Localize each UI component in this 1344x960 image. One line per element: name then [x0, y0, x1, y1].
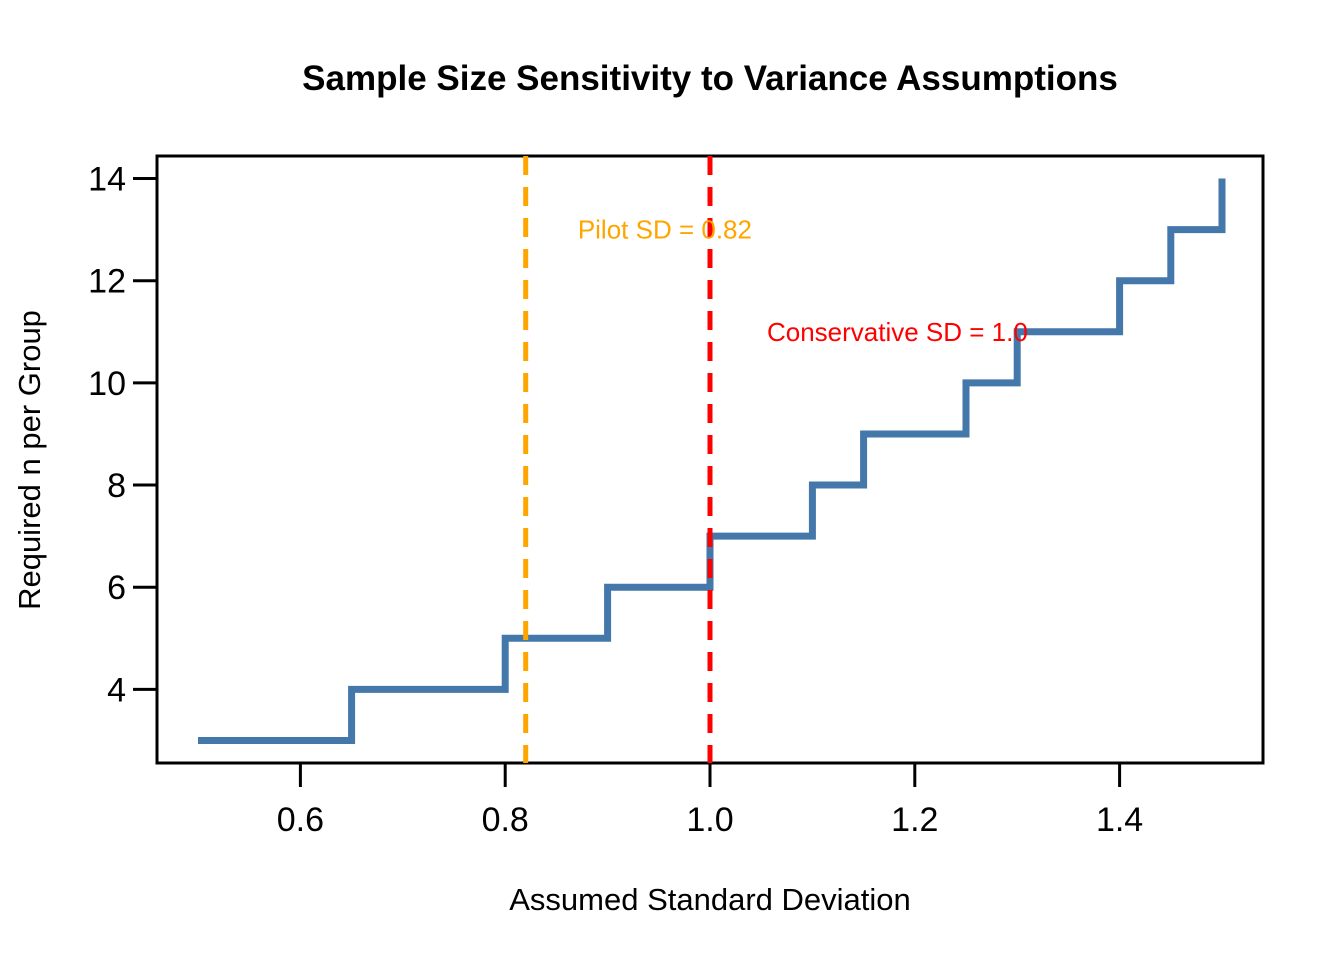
y-tick-label: 10 [88, 365, 126, 403]
x-tick-label: 1.4 [1096, 801, 1143, 839]
x-tick-label: 1.2 [891, 801, 938, 839]
y-tick-label: 14 [88, 161, 126, 199]
x-axis-title: Assumed Standard Deviation [509, 882, 911, 917]
y-tick-label: 6 [107, 569, 126, 607]
y-tick-label: 8 [107, 467, 126, 505]
x-tick-label: 1.0 [686, 801, 733, 839]
pilot-sd-label: Pilot SD = 0.82 [578, 215, 752, 245]
chart-title: Sample Size Sensitivity to Variance Assu… [302, 59, 1118, 98]
plot-box [155, 154, 1265, 765]
y-tick-label: 4 [107, 671, 126, 709]
x-tick-label: 0.8 [482, 801, 529, 839]
x-tick-label: 0.6 [277, 801, 324, 839]
sample-size-step-line [198, 178, 1226, 744]
conservative-sd-label: Conservative SD = 1.0 [767, 317, 1028, 347]
y-tick-label: 12 [88, 263, 126, 301]
